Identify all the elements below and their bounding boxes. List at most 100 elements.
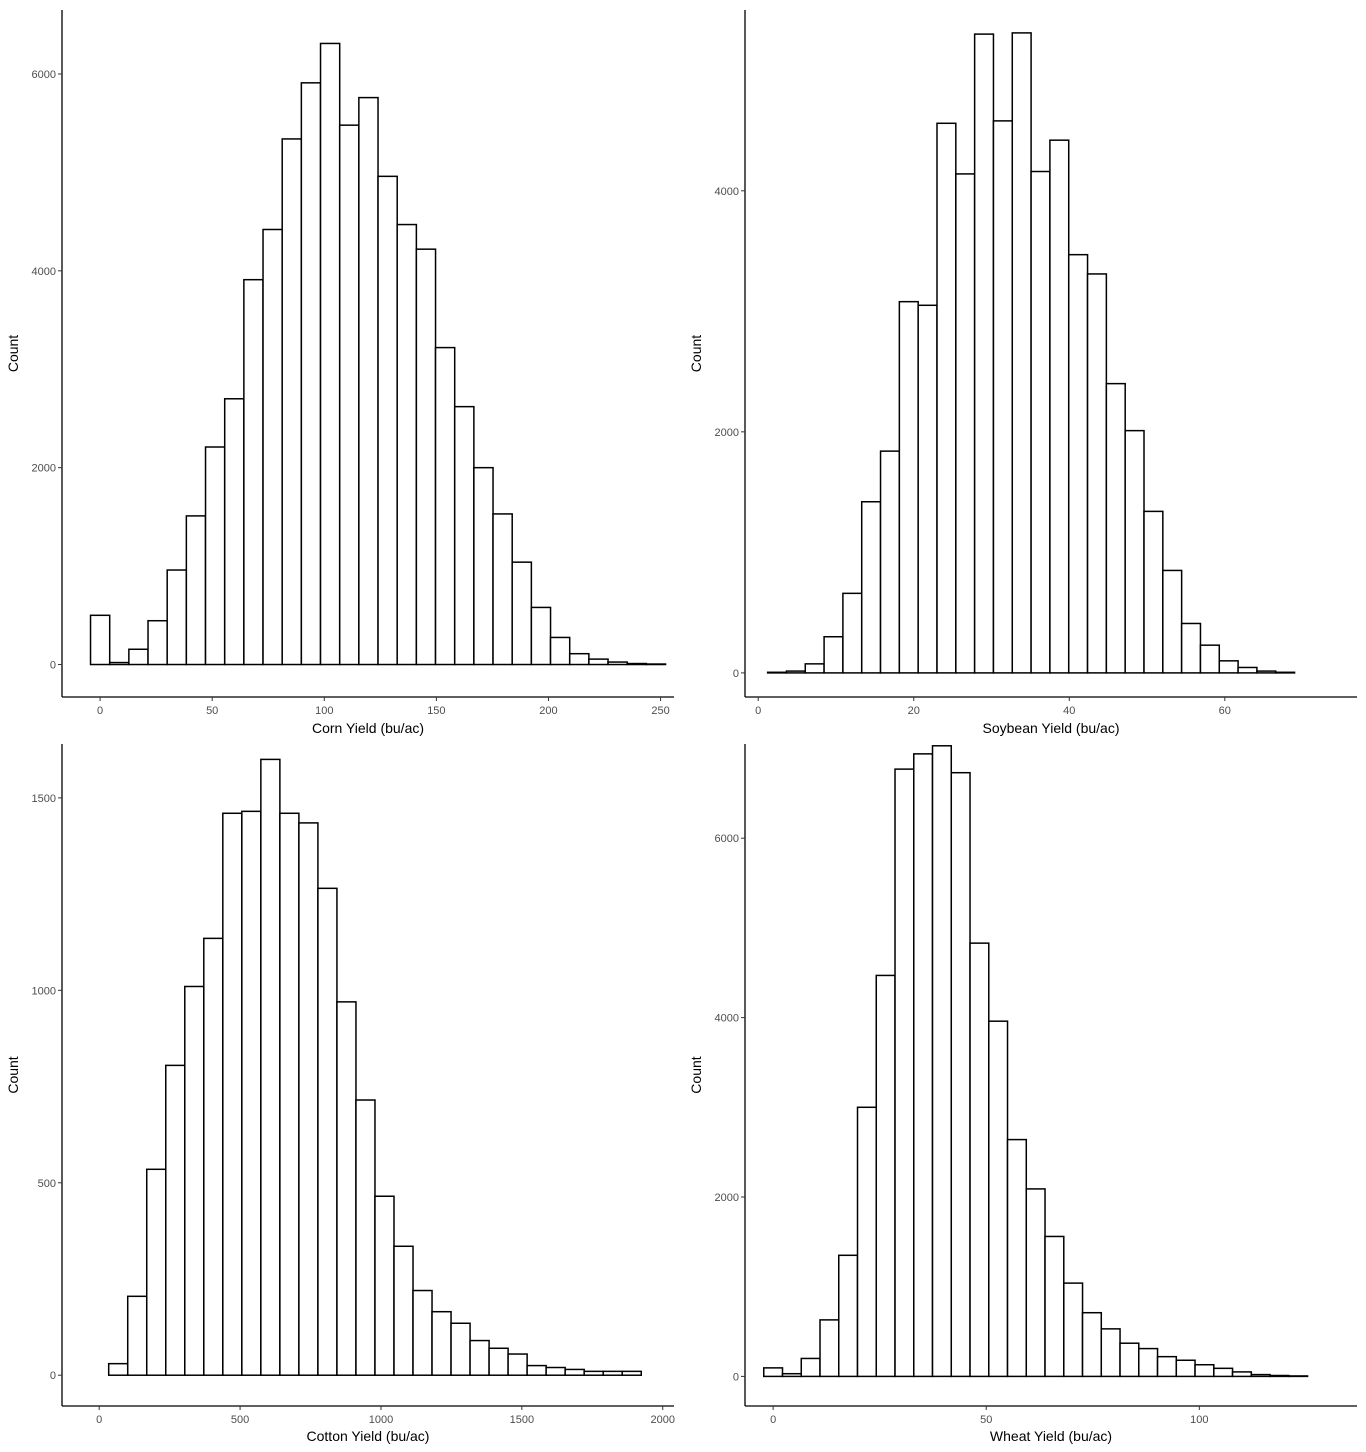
soybean-bar [860, 501, 882, 674]
corn-x-tick-label: 200 [539, 705, 557, 717]
wheat-bar [969, 942, 990, 1378]
corn-bar [511, 561, 533, 666]
soybean-bar [1180, 622, 1202, 674]
cotton-x-tick-label: 1000 [369, 1414, 393, 1426]
cotton-bar [241, 810, 262, 1376]
cotton-bar [317, 887, 338, 1376]
soybean-bar [1218, 660, 1239, 674]
wheat-bar [894, 768, 915, 1378]
corn-x-tick-label: 100 [315, 705, 333, 717]
cotton-x-tick-label: 1500 [510, 1414, 534, 1426]
cotton-y-tick-label: 0 [50, 1370, 56, 1382]
wheat-bar [838, 1254, 859, 1378]
cotton-bar [355, 1099, 376, 1376]
soybean-bar [1086, 273, 1108, 674]
soybean-bar [898, 300, 919, 674]
cotton-x-axis-title: Cotton Yield (bu/ac) [307, 1428, 430, 1444]
corn-x-tick-label: 250 [651, 705, 669, 717]
wheat-bar [1081, 1311, 1103, 1378]
corn-y-tick-label: 2000 [32, 463, 56, 475]
cotton-bar [279, 812, 300, 1376]
corn-bar [396, 223, 418, 666]
corn-y-tick-label: 0 [50, 660, 56, 672]
cotton-bar [488, 1347, 509, 1376]
corn-bar [453, 405, 475, 666]
corn-bar [492, 513, 513, 666]
soybean-x-axis-title: Soybean Yield (bu/ac) [983, 720, 1120, 736]
wheat-y-tick-label: 0 [733, 1371, 739, 1383]
corn-bar [473, 466, 494, 666]
soybean-bar [1143, 510, 1164, 674]
wheat-bar [763, 1367, 784, 1378]
corn-bar [607, 661, 628, 666]
wheat-bar [1213, 1367, 1234, 1378]
corn-bar [549, 636, 571, 666]
cotton-bar [602, 1370, 623, 1376]
soybean-bar [955, 173, 976, 674]
wheat-bar [1044, 1235, 1065, 1378]
corn-y-tick-label: 4000 [32, 266, 56, 278]
wheat-bar [1175, 1359, 1196, 1378]
soybean-bar [1199, 644, 1221, 674]
soybean-bar [973, 33, 995, 674]
soybean-bar [804, 663, 825, 674]
wheat-y-axis-title: Count [688, 1056, 704, 1093]
corn-bar [338, 124, 360, 666]
corn-x-axis-title: Corn Yield (bu/ac) [312, 720, 424, 736]
cotton-bar [107, 1362, 129, 1376]
wheat-x-tick-label: 0 [770, 1414, 776, 1426]
cotton-bar [222, 812, 243, 1376]
cotton-x-tick-label: 0 [96, 1414, 102, 1426]
corn-x-tick-label: 0 [97, 705, 103, 717]
wheat-bar [931, 745, 953, 1378]
corn-bar [377, 175, 398, 666]
wheat-y-tick-label: 2000 [715, 1192, 739, 1204]
cotton-bar [165, 1064, 186, 1376]
soybean-y-tick-label: 0 [733, 668, 739, 680]
corn-bar [415, 248, 437, 666]
corn-bar [568, 652, 590, 666]
corn-bar [147, 619, 168, 666]
soybean-bar [785, 670, 807, 674]
wheat-y-tick-label: 4000 [715, 1013, 739, 1025]
wheat-x-tick-label: 50 [980, 1414, 992, 1426]
cotton-x-tick-label: 500 [231, 1414, 249, 1426]
soybean-bar [1274, 671, 1296, 674]
wheat-x-tick-label: 100 [1190, 1414, 1208, 1426]
wheat-bar [1025, 1188, 1046, 1378]
soybean-bar [1030, 170, 1051, 674]
corn-bar [434, 346, 456, 666]
cotton-bar [450, 1322, 471, 1376]
soybean-x-tick-label: 40 [1063, 705, 1075, 717]
cotton-bar [545, 1366, 566, 1376]
soybean-bar [766, 671, 788, 674]
corn-bar [281, 138, 303, 666]
soybean-bar [992, 120, 1014, 674]
corn-bar [358, 96, 379, 666]
corn-y-axis-title: Count [5, 335, 21, 372]
wheat-bar [1063, 1282, 1084, 1378]
corn-bar [300, 82, 322, 666]
soybean-bar [1049, 139, 1070, 674]
corn-bar [588, 658, 609, 666]
wheat-bar [1119, 1342, 1140, 1378]
cotton-bar [336, 1001, 357, 1376]
wheat-bar [1138, 1347, 1159, 1378]
cotton-bar [621, 1370, 642, 1376]
corn-bar [89, 614, 111, 666]
cotton-y-tick-label: 500 [38, 1178, 56, 1190]
corn-bar [243, 278, 264, 666]
soybean-bar [1124, 429, 1145, 674]
cotton-y-axis-title: Count [5, 1056, 21, 1093]
soybean-x-tick-label: 0 [755, 705, 761, 717]
wheat-bar [913, 753, 934, 1378]
cotton-x-tick-label: 2000 [650, 1414, 674, 1426]
cotton-bar [203, 937, 224, 1376]
soybean-x-tick-label: 20 [908, 705, 920, 717]
soybean-bar [1256, 670, 1277, 674]
cotton-bar [526, 1364, 547, 1376]
soybean-y-tick-label: 2000 [715, 427, 739, 439]
soybean-bar [1162, 569, 1183, 674]
soybean-bar [1237, 666, 1258, 674]
